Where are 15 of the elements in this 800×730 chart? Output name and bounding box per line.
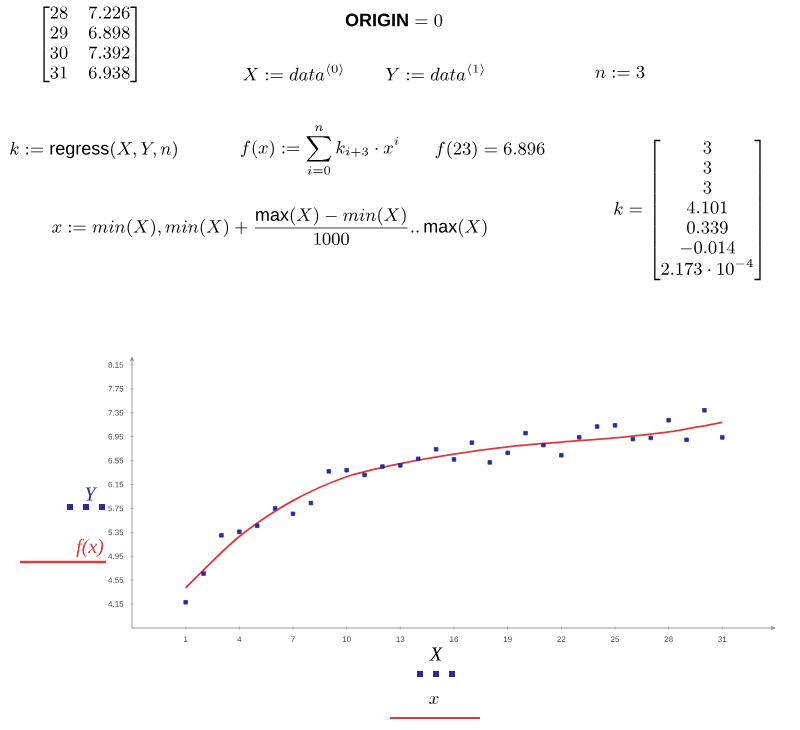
x-axis-title: X	[429, 647, 443, 661]
text: $f(23)=6.896$	[435, 140, 545, 159]
text: f(x)	[76, 538, 104, 558]
text: $Y:=data^{\langle 1\rangle}$	[386, 63, 484, 81]
legend-label: Y	[85, 487, 98, 501]
line-series	[184, 421, 724, 589]
text: $\begin{bmatrix}28&7.226\\29&6.898\\30&7.392\\31&6.938\end{bmatrix}$	[43, 6, 137, 83]
text: $f(x):=\sum_{i=0}^{n}k_{i+3}\cdot x^{i}$	[240, 125, 399, 175]
text: $\mathbf{ORIGIN}=0$	[345, 13, 443, 27]
text: $X:=data^{\langle 0\rangle}$	[243, 63, 343, 81]
text: $k:=\mathrm{regress}(X,Y,n)$	[10, 140, 177, 159]
text: $x:=min(X),min(X)+\frac{\max(X)-min(X)}{1000}..\max(X)$	[52, 207, 487, 246]
text: $k=\begin{bmatrix}3\\3\\3\\4.101\\0.339\\-0.014\\2.173\cdot 10^{-4}\end{bmatrix}$	[614, 139, 761, 281]
text: $n:=3$	[595, 65, 645, 79]
text: $x$	[429, 695, 439, 705]
